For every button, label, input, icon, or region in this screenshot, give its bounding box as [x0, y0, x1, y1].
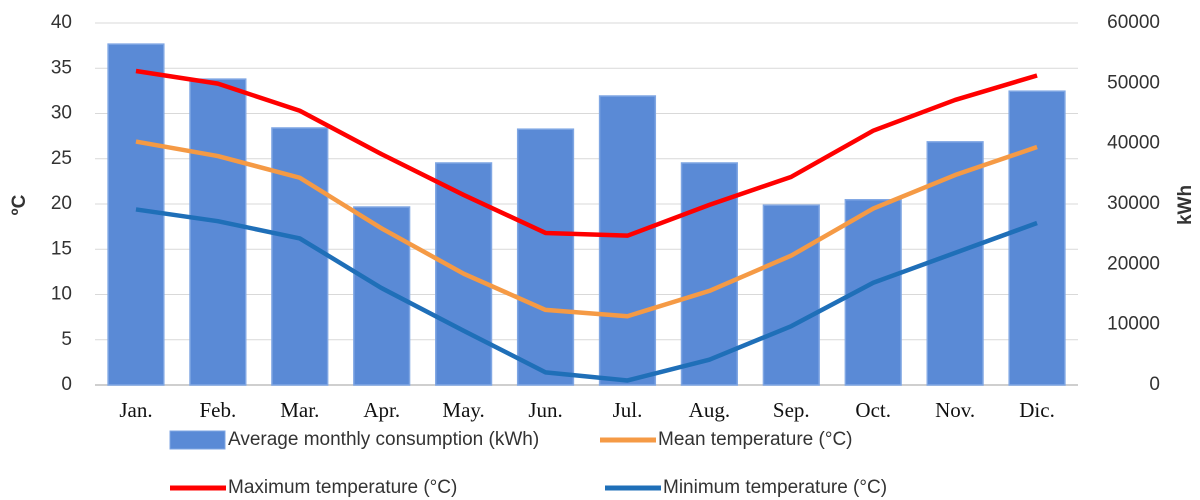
y2-tick-label: 20000 [1107, 253, 1160, 274]
y-tick-label: 30 [51, 103, 72, 124]
bar [1008, 90, 1066, 386]
legend-label: Average monthly consumption (kWh) [228, 429, 539, 450]
y2-tick-label: 10000 [1107, 314, 1160, 335]
x-tick-label: Apr. [363, 398, 400, 422]
y-tick-label: 5 [61, 329, 72, 350]
y2-tick-label: 0 [1149, 374, 1160, 395]
legend-label: Mean temperature (°C) [658, 429, 853, 450]
x-tick-label: Jun. [528, 398, 562, 422]
bar [189, 78, 247, 386]
legend-label: Minimum temperature (°C) [663, 477, 887, 498]
bar [926, 141, 984, 386]
x-tick-label: Sep. [773, 398, 810, 422]
y-tick-label: 10 [51, 284, 72, 305]
x-tick-label: Oct. [855, 398, 891, 422]
x-tick-label: Aug. [689, 398, 730, 422]
y2-tick-label: 40000 [1107, 133, 1160, 154]
x-tick-label: Nov. [935, 398, 975, 422]
y2-tick-label: 30000 [1107, 193, 1160, 214]
legend-swatch [169, 430, 226, 450]
y-tick-label: 0 [61, 374, 72, 395]
x-tick-label: Feb. [200, 398, 237, 422]
y2-axis-title: kWh [1175, 185, 1196, 225]
bar [516, 128, 575, 386]
line-series [135, 68, 1038, 238]
bar [271, 127, 329, 386]
legend-label: Maximum temperature (°C) [228, 477, 457, 498]
x-tick-label: May. [442, 398, 484, 422]
y-tick-label: 25 [51, 148, 72, 169]
y-tick-label: 35 [51, 57, 72, 78]
y-tick-label: 15 [51, 238, 72, 259]
y2-tick-label: 60000 [1107, 12, 1160, 33]
x-tick-label: Jul. [613, 398, 643, 422]
bar [762, 204, 820, 386]
y-tick-label: 20 [51, 193, 72, 214]
x-tick-label: Mar. [280, 398, 319, 422]
line-series [135, 139, 1038, 319]
x-tick-label: Jan. [119, 398, 152, 422]
y2-tick-label: 50000 [1107, 72, 1160, 93]
y-tick-label: 40 [51, 12, 72, 33]
y-axis-title: ºC [9, 194, 30, 215]
bar [107, 43, 165, 386]
line-series [135, 207, 1038, 383]
bar [598, 95, 657, 386]
x-tick-label: Dic. [1019, 398, 1055, 422]
